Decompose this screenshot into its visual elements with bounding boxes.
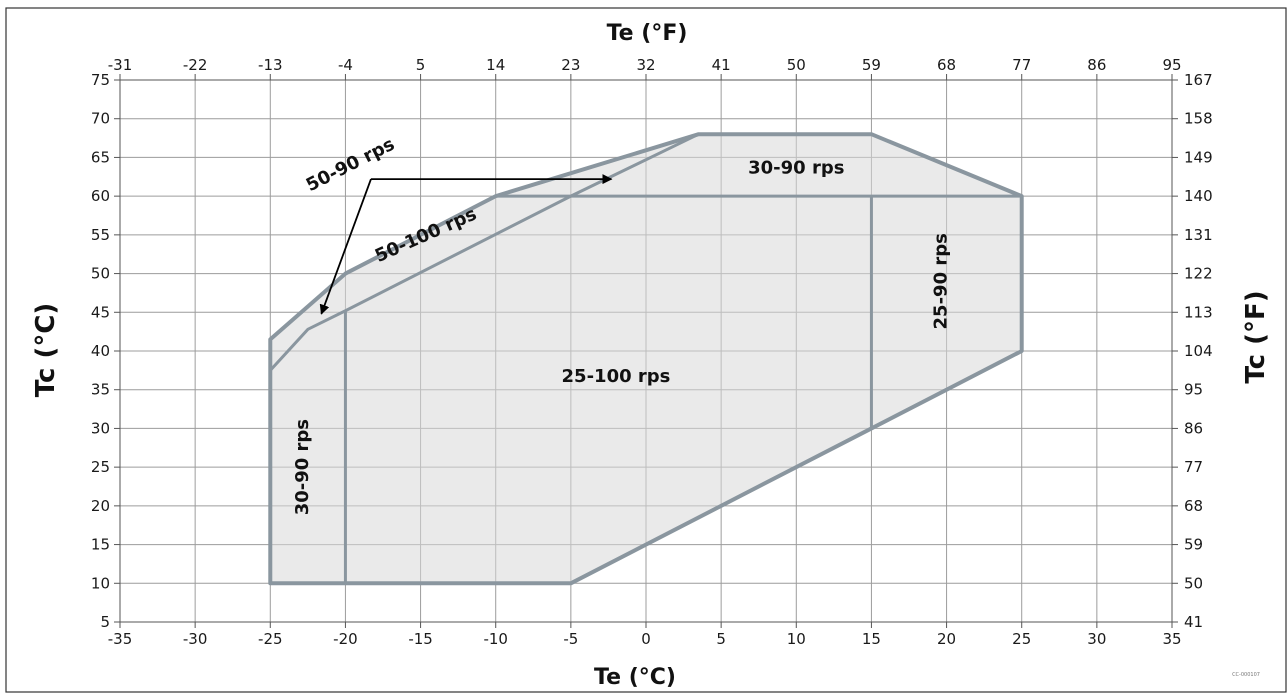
x-bottom-tick-label: -35 (108, 630, 133, 648)
chart-frame (5, 7, 1287, 693)
y-right-tick-label: 140 (1184, 187, 1213, 205)
y-right-tick-label: 158 (1184, 110, 1213, 128)
x-top-axis-label: Te (°F) (607, 21, 688, 46)
region-label: 50-90 rps (303, 134, 398, 196)
x-top-tick-label: -13 (258, 56, 283, 74)
tick-layer: -35 -31 -30 -22 -25 -13 -20 -4 -15 5 -10 14 -5 23 0 32 5… (91, 56, 1213, 648)
y-right-tick-label: 113 (1184, 303, 1213, 321)
region-label: 30-90 rps (292, 419, 313, 515)
x-top-tick-label: 95 (1162, 56, 1181, 74)
x-top-tick-label: 59 (862, 56, 881, 74)
x-top-tick-label: -4 (338, 56, 353, 74)
region-label: 25-90 rps (931, 233, 952, 329)
x-bottom-tick-label: 25 (1012, 630, 1031, 648)
y-left-tick-label: 65 (91, 148, 110, 166)
arrow-layer (319, 174, 613, 315)
y-right-tick-label: 86 (1184, 419, 1203, 437)
x-top-tick-label: -31 (108, 56, 133, 74)
x-bottom-tick-label: 20 (937, 630, 956, 648)
x-bottom-tick-label: -25 (258, 630, 283, 648)
x-top-tick-label: 77 (1012, 56, 1031, 74)
x-top-tick-label: 41 (712, 56, 731, 74)
x-top-tick-label: 14 (486, 56, 505, 74)
x-top-tick-label: 50 (787, 56, 806, 74)
y-left-tick-label: 60 (91, 187, 110, 205)
y-left-tick-label: 5 (100, 613, 110, 631)
y-left-axis-label: Tc (°C) (31, 303, 61, 398)
y-right-axis-label: Tc (°F) (1241, 290, 1271, 383)
x-bottom-tick-label: -10 (483, 630, 508, 648)
x-bottom-tick-label: 15 (862, 630, 881, 648)
region-layer (268, 132, 1024, 586)
y-left-tick-label: 70 (91, 110, 110, 128)
y-left-tick-label: 45 (91, 303, 110, 321)
x-bottom-tick-label: 5 (716, 630, 726, 648)
y-left-tick-label: 10 (91, 574, 110, 592)
x-bottom-tick-label: 30 (1087, 630, 1106, 648)
x-bottom-tick-label: 0 (641, 630, 651, 648)
x-bottom-tick-label: -5 (563, 630, 578, 648)
x-bottom-tick-label: -30 (183, 630, 208, 648)
x-top-tick-label: 5 (416, 56, 426, 74)
y-left-tick-label: 25 (91, 458, 110, 476)
y-right-tick-label: 59 (1184, 536, 1203, 554)
x-top-tick-label: 23 (561, 56, 580, 74)
y-right-tick-label: 68 (1184, 497, 1203, 515)
y-left-tick-label: 35 (91, 381, 110, 399)
x-top-tick-label: 68 (937, 56, 956, 74)
figure-code: CC-000107 (1232, 672, 1260, 678)
y-left-tick-label: 75 (91, 71, 110, 89)
x-top-tick-label: 86 (1087, 56, 1106, 74)
y-right-tick-label: 95 (1184, 381, 1203, 399)
y-left-tick-label: 20 (91, 497, 110, 515)
region-label: 30-90 rps (748, 158, 844, 179)
y-left-tick-label: 15 (91, 536, 110, 554)
x-bottom-tick-label: -15 (408, 630, 433, 648)
region-label: 25-100 rps (562, 366, 671, 387)
y-left-tick-label: 50 (91, 265, 110, 283)
y-right-tick-label: 104 (1184, 342, 1213, 360)
y-left-tick-label: 30 (91, 419, 110, 437)
y-left-tick-label: 40 (91, 342, 110, 360)
y-right-tick-label: 131 (1184, 226, 1213, 244)
x-bottom-tick-label: 10 (787, 630, 806, 648)
y-right-tick-label: 167 (1184, 71, 1213, 89)
x-bottom-axis-label: Te (°C) (594, 665, 676, 690)
annotation-arrow (319, 178, 372, 315)
y-right-tick-label: 149 (1184, 148, 1213, 166)
x-bottom-tick-label: -20 (333, 630, 358, 648)
operating-envelope (268, 132, 1024, 586)
y-right-tick-label: 50 (1184, 574, 1203, 592)
x-bottom-tick-label: 35 (1162, 630, 1181, 648)
y-right-tick-label: 41 (1184, 613, 1203, 631)
y-right-tick-label: 77 (1184, 458, 1203, 476)
x-top-tick-label: 32 (636, 56, 655, 74)
y-right-tick-label: 122 (1184, 265, 1213, 283)
x-top-tick-label: -22 (183, 56, 208, 74)
y-left-tick-label: 55 (91, 226, 110, 244)
